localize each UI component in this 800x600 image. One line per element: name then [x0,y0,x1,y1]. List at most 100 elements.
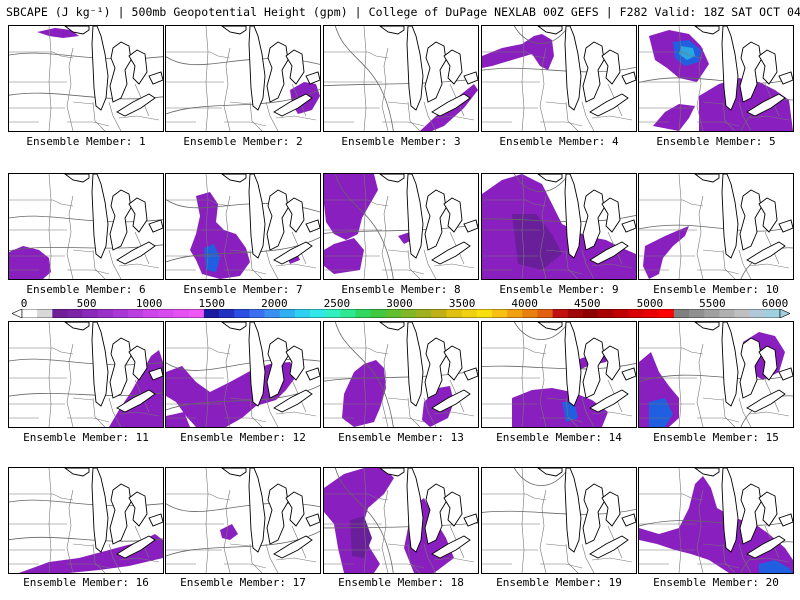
colorbar-swatch [158,309,174,318]
map-plot [324,322,478,427]
ensemble-map-panel-6 [8,173,164,280]
colorbar-swatch [188,309,205,318]
colorbar-swatch [128,309,144,318]
colorbar-swatch [689,309,705,318]
colorbar-swatch [310,309,326,318]
colorbar-tick-label: 2000 [261,297,288,310]
colorbar-swatch [461,309,478,318]
colorbar-swatch [249,309,265,318]
colorbar-swatch [67,309,83,318]
ensemble-member-caption: Ensemble Member: 10 [653,283,779,296]
colorbar-swatch [613,309,629,318]
colorbar-swatch [507,309,523,318]
ensemble-member-caption: Ensemble Member: 20 [653,576,779,589]
colorbar-swatch [476,309,493,318]
colorbar-swatch [673,309,690,318]
ensemble-map-panel-11 [8,321,164,428]
ensemble-map-panel-15 [638,321,794,428]
colorbar-swatch [431,309,447,318]
ensemble-member-caption: Ensemble Member: 9 [499,283,619,296]
map-plot [482,468,636,573]
colorbar-swatch [97,309,114,318]
colorbar-tick-label: 5000 [636,297,664,310]
colorbar-swatch [385,309,402,318]
colorbar-swatch [82,309,99,318]
colorbar-swatch [598,309,614,318]
map-plot [9,468,163,573]
map-plot [639,468,793,573]
ensemble-member-caption: Ensemble Member: 14 [496,431,622,444]
ensemble-map-panel-8 [323,173,479,280]
ensemble-map-panel-2 [165,25,321,132]
colorbar-swatch [734,309,750,318]
ensemble-member-caption: Ensemble Member: 7 [183,283,303,296]
colorbar-tick-label: 500 [76,297,97,310]
colorbar-swatch [491,309,508,318]
sbcape-colorbar [12,309,790,318]
colorbar-swatch [401,309,417,318]
map-plot [482,174,636,279]
ensemble-member-caption: Ensemble Member: 19 [496,576,622,589]
colorbar-tick-label: 3500 [448,297,476,310]
ensemble-member-caption: Ensemble Member: 3 [341,135,461,148]
colorbar-swatch [22,309,38,318]
map-plot [482,322,636,427]
ensemble-member-caption: Ensemble Member: 11 [23,431,149,444]
map-plot [166,26,320,131]
colorbar-swatch [522,309,538,318]
ensemble-map-panel-16 [8,467,164,574]
ensemble-member-caption: Ensemble Member: 17 [180,576,306,589]
colorbar-swatch [764,309,781,318]
map-plot [9,174,163,279]
colorbar-swatch [749,309,766,318]
colorbar-swatch [658,309,675,318]
colorbar-swatch [325,309,341,318]
ensemble-member-caption: Ensemble Member: 5 [656,135,776,148]
map-plot [639,322,793,427]
colorbar-swatch [37,309,53,318]
ensemble-map-panel-19 [481,467,637,574]
ensemble-member-caption: Ensemble Member: 13 [338,431,464,444]
ensemble-map-panel-14 [481,321,637,428]
colorbar-swatch [446,309,462,318]
colorbar-swatch [370,309,387,318]
colorbar-tick-label: 2500 [323,297,351,310]
colorbar-tick-label: 5500 [699,297,726,310]
colorbar-swatch [234,309,250,318]
colorbar-swatch [643,309,660,318]
colorbar-tick-label: 0 [20,297,28,310]
ensemble-map-panel-4 [481,25,637,132]
ensemble-member-caption: Ensemble Member: 12 [180,431,306,444]
ensemble-member-caption: Ensemble Member: 18 [338,576,464,589]
map-plot [166,174,320,279]
ensemble-map-panel-20 [638,467,794,574]
colorbar-swatch [704,309,720,318]
map-title: SBCAPE (J kg⁻¹) | 500mb Geopotential Hei… [6,5,800,19]
map-plot [482,26,636,131]
ensemble-map-panel-3 [323,25,479,132]
colorbar-swatch [355,309,371,318]
colorbar-swatch [567,309,584,318]
colorbar-swatch [173,309,190,318]
colorbar-min-arrow [12,309,23,318]
colorbar-swatch [719,309,735,318]
map-plot [166,322,320,427]
ensemble-map-panel-17 [165,467,321,574]
ensemble-member-caption: Ensemble Member: 4 [499,135,619,148]
map-plot [9,26,163,131]
ensemble-map-panel-1 [8,25,164,132]
colorbar-swatch [203,309,220,318]
colorbar-swatch [416,309,432,318]
ensemble-map-panel-5 [638,25,794,132]
colorbar-tick-label: 1500 [198,297,226,310]
colorbar-swatch [279,309,296,318]
map-plot [166,468,320,573]
map-plot [9,322,163,427]
ensemble-map-panel-10 [638,173,794,280]
colorbar-tick-label: 3000 [386,297,413,310]
ensemble-member-caption: Ensemble Member: 6 [26,283,146,296]
colorbar-tick-label: 4500 [574,297,601,310]
colorbar-swatch [294,309,311,318]
colorbar-swatch [628,309,644,318]
ensemble-map-panel-12 [165,321,321,428]
